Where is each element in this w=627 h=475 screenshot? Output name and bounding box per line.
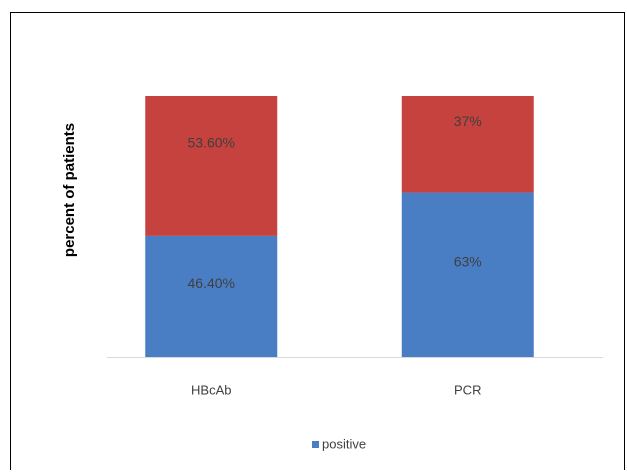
- bar-segment: [401, 192, 534, 357]
- legend-swatch: [312, 441, 319, 448]
- x-tick-label: HBcAb: [191, 382, 231, 397]
- value-label: 53.60%: [188, 135, 235, 151]
- bar-segment: [145, 235, 278, 357]
- x-tick-label: PCR: [454, 382, 481, 397]
- legend-label: positive: [322, 436, 366, 451]
- value-label: 46.40%: [188, 275, 235, 291]
- bar-segment: [145, 96, 278, 236]
- bar-segment: [401, 96, 534, 193]
- y-axis-title: percent of patients: [61, 123, 78, 257]
- value-label: 63%: [454, 253, 482, 269]
- value-label: 37%: [454, 113, 482, 129]
